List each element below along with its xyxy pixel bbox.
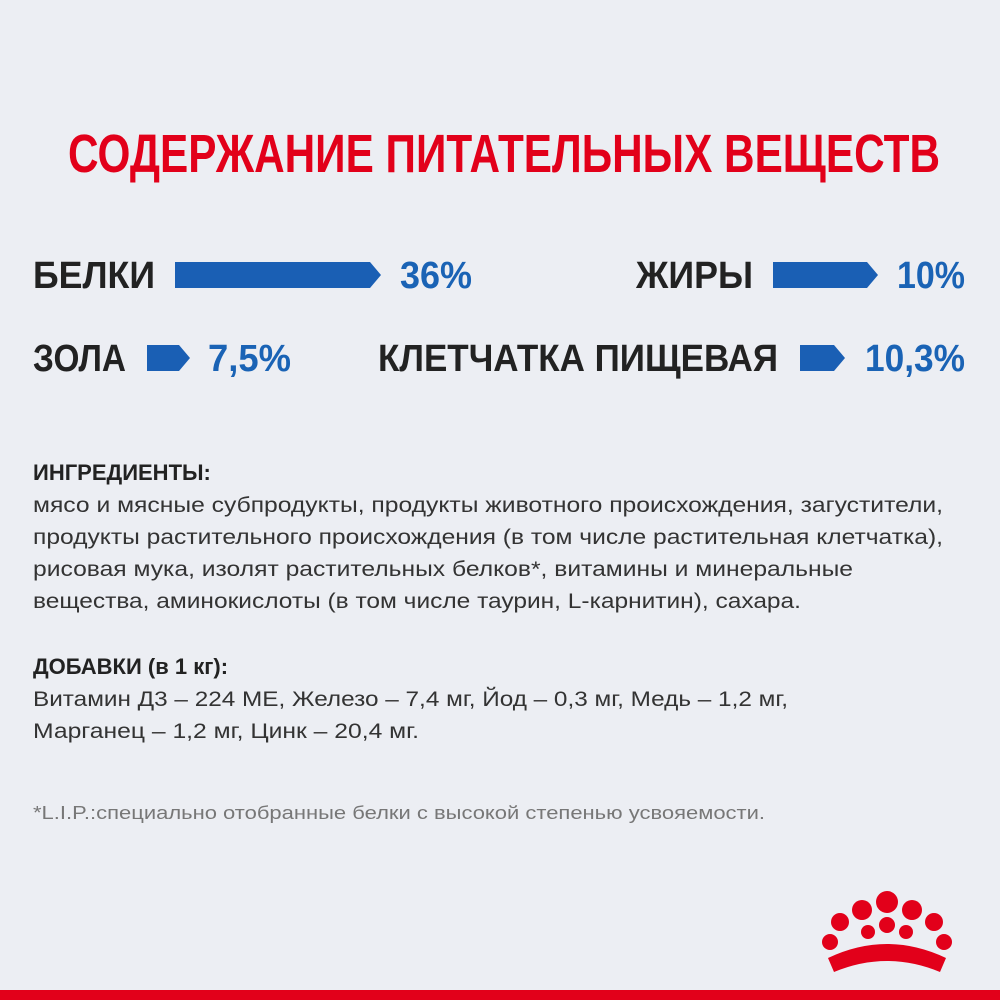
body-line: Марганец – 1,2 мг, Цинк – 20,4 мг. [33, 720, 419, 743]
nutrient-bar [175, 262, 381, 288]
nutrient-value: 10% [897, 255, 965, 297]
nutrient-value: 36% [400, 255, 472, 297]
body-line: мясо и мясные субпродукты, продукты живо… [33, 494, 943, 517]
nutrient-name: ЗОЛА [33, 338, 126, 380]
nutrient-bar [147, 345, 190, 371]
body-line: вещества, аминокислоты (в том числе таур… [33, 590, 801, 613]
section-heading: ДОБАВКИ (в 1 кг): [33, 654, 228, 679]
nutrient-bar [773, 262, 878, 288]
bottom-strip [0, 990, 1000, 1000]
nutrient-bar [800, 345, 845, 371]
logo [822, 891, 952, 972]
body-line: продукты растительного происхождения (в … [33, 526, 943, 549]
footnote: *L.I.P.:специально отобранные белки с вы… [33, 803, 765, 823]
title: СОДЕРЖАНИЕ ПИТАТЕЛЬНЫХ ВЕЩЕСТВ [68, 124, 940, 184]
section-heading: ИНГРЕДИЕНТЫ: [33, 460, 211, 485]
nutrient-name: КЛЕТЧАТКА ПИЩЕВАЯ [378, 338, 778, 380]
nutrient-name: БЕЛКИ [33, 255, 155, 297]
body-line: рисовая мука, изолят растительных белков… [33, 558, 853, 581]
body-line: Витамин Д3 – 224 МЕ, Железо – 7,4 мг, Йо… [33, 687, 788, 711]
nutrient-name: ЖИРЫ [635, 255, 753, 297]
nutrient-value: 10,3% [865, 338, 965, 380]
nutrient-value: 7,5% [208, 338, 291, 380]
